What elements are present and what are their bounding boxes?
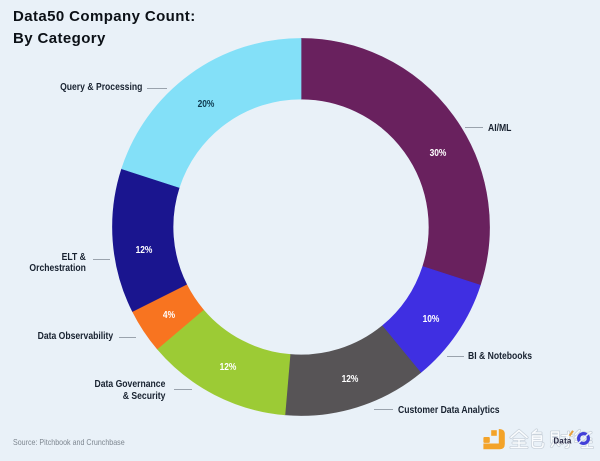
svg-text:Data: Data [554,437,572,446]
